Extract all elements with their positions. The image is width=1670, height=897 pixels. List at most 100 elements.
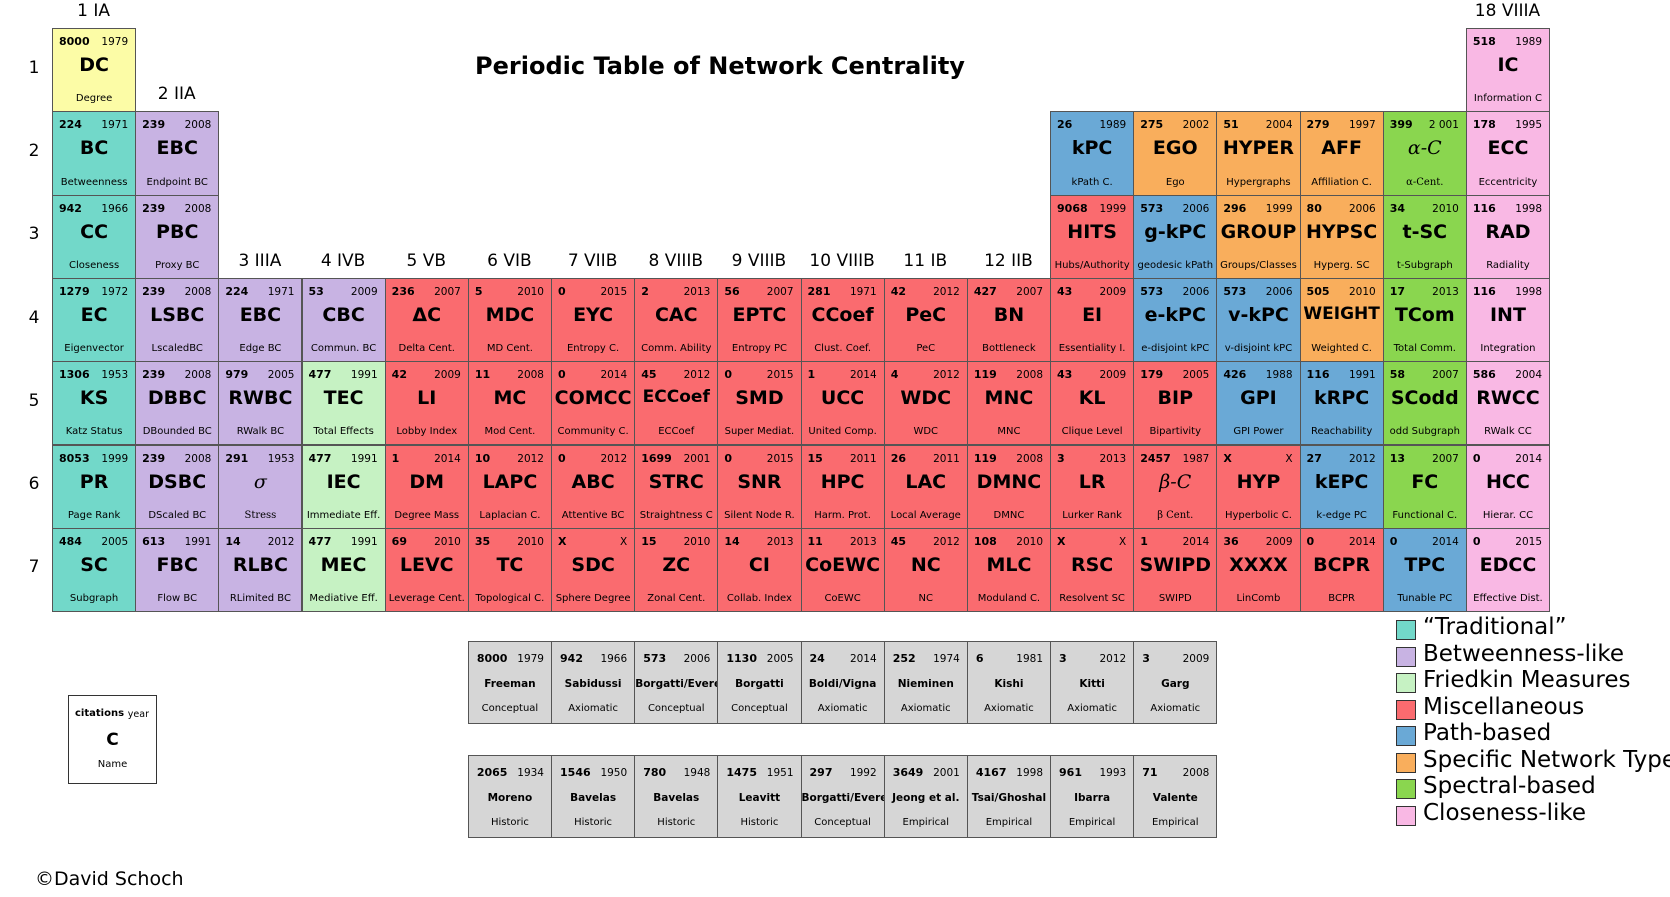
element-name: Delta Cent.	[398, 343, 455, 355]
element-symbol: LAPC	[482, 470, 538, 493]
citation-count: 17	[1389, 284, 1406, 298]
element-cell-SCodd: 58 2007 SCodd odd Subgraph	[1382, 361, 1467, 446]
element-cell-EBC: 239 2008 EBC Endpoint BC	[135, 111, 220, 196]
citation-count: 4	[890, 368, 899, 382]
citation-count: 27	[1306, 451, 1322, 465]
group-label: 12 IIB	[984, 250, 1033, 271]
reference-author: Bavelas	[570, 792, 617, 804]
element-cell-UCC: 1 2014 UCC United Comp.	[800, 361, 885, 446]
element-name: Closeness	[69, 259, 120, 271]
element-name: Page Rank	[67, 509, 121, 521]
element-cell-DC: 8000 1979 DC Degree	[52, 28, 137, 113]
element-symbol: EBC	[239, 303, 282, 326]
citation-count: 399	[1389, 118, 1413, 132]
reference-cell: 1475 1951 Leavitt Historic	[717, 755, 802, 838]
group-label: 2 IIA	[157, 84, 196, 105]
element-cell-GPI: 426 1988 GPI GPI Power	[1216, 361, 1301, 446]
element-cell-HCC: 0 2014 HCC Hierar. CC	[1465, 444, 1551, 529]
reference-citations: 3	[1142, 652, 1150, 665]
element-name: MD Cent.	[486, 343, 533, 355]
element-name: geodesic kPath	[1137, 259, 1214, 271]
element-cell-e-kPC: 573 2006 e-kPC e-disjoint kPC	[1133, 277, 1218, 363]
reference-type: Conceptual	[481, 703, 539, 714]
group-label: 1 IA	[77, 1, 111, 21]
reference-author: Jeong et al.	[892, 792, 960, 804]
publication-year: 2008	[184, 452, 212, 465]
publication-year: 1998	[1515, 202, 1543, 215]
element-symbol: BIP	[1157, 387, 1194, 410]
element-name: Flow BC	[157, 593, 198, 605]
element-name: RWalk BC	[236, 426, 285, 438]
publication-year: 2005	[1182, 369, 1210, 382]
element-name: Betweenness	[60, 176, 128, 188]
element-name: Entropy C.	[566, 343, 620, 355]
element-name: Groups/Classes	[1220, 259, 1297, 271]
element-cell-β-C: 2457 1987 β-C β Cent.	[1133, 444, 1218, 529]
citation-count: 26	[890, 451, 906, 465]
reference-year: 2009	[1182, 653, 1210, 665]
citation-count: 224	[225, 284, 249, 298]
publication-year: 1991	[184, 535, 212, 548]
citation-count: 0	[1472, 451, 1481, 465]
element-symbol: LR	[1078, 470, 1106, 493]
element-cell-HYPER: 51 2004 HYPER Hypergraphs	[1216, 111, 1301, 196]
element-symbol: XXXX	[1229, 553, 1288, 576]
element-symbol: WEIGHT	[1303, 303, 1380, 324]
publication-year: 2 001	[1428, 119, 1459, 132]
element-symbol: σ	[253, 470, 267, 493]
reference-type: Axiomatic	[984, 703, 1034, 714]
element-symbol: KS	[79, 387, 109, 410]
element-symbol: AFF	[1321, 137, 1362, 160]
reference-type: Axiomatic	[1067, 703, 1117, 714]
element-name: United Comp.	[808, 426, 877, 438]
element-name: Leverage Cent.	[388, 593, 465, 605]
element-symbol: WDC	[900, 387, 952, 410]
reference-year: 2005	[766, 653, 794, 665]
element-name: Eccentricity	[1478, 176, 1538, 188]
reference-year: 1992	[849, 767, 877, 779]
legend-label: Miscellaneous	[1423, 693, 1585, 720]
element-symbol: STRC	[648, 470, 704, 493]
element-symbol: CI	[748, 553, 770, 576]
legend-label: Friedkin Measures	[1423, 667, 1631, 693]
element-cell-COMCC: 0 2014 COMCC Community C.	[551, 361, 636, 446]
publication-year: 2010	[517, 535, 544, 548]
publication-year: 1995	[1515, 119, 1543, 132]
element-cell-SNR: 0 2015 SNR Silent Node R.	[717, 444, 802, 529]
element-cell-RSC: X X RSC Resolvent SC	[1050, 527, 1135, 613]
element-symbol: EYC	[573, 303, 614, 326]
citation-count: 979	[225, 368, 249, 382]
element-symbol: LI	[417, 387, 437, 410]
publication-year: 1953	[101, 369, 129, 382]
element-symbol: RAD	[1485, 220, 1531, 243]
publication-year: 1998	[1515, 285, 1543, 298]
publication-year: 2010	[434, 535, 461, 548]
publication-year: 2006	[1265, 285, 1293, 298]
element-cell-ZC: 15 2010 ZC Zonal Cent.	[634, 527, 719, 613]
element-cell-ECCoef: 45 2012 ECCoef ECCoef	[634, 361, 719, 446]
publication-year: 1953	[267, 452, 295, 465]
publication-year: 2011	[849, 452, 877, 465]
reference-year: 2012	[1099, 653, 1127, 665]
element-cell-IC: 518 1989 IC Information C	[1465, 28, 1551, 113]
element-cell-CC: 942 1966 CC Closeness	[52, 194, 137, 279]
element-symbol: CBC	[322, 303, 365, 326]
publication-year: 2015	[600, 285, 628, 298]
element-cell-AFF: 279 1997 AFF Affiliation C.	[1299, 111, 1384, 196]
element-symbol: DM	[409, 470, 445, 493]
element-cell-EYC: 0 2015 EYC Entropy C.	[551, 277, 636, 363]
element-symbol: GROUP	[1220, 220, 1297, 243]
reference-author: Ibarra	[1074, 792, 1111, 804]
element-name: odd Subgraph	[1389, 426, 1460, 438]
element-symbol: LAC	[905, 470, 947, 493]
reference-author: Kitti	[1079, 678, 1105, 690]
element-cell-EBC: 224 1971 EBC Edge BC	[218, 277, 303, 363]
group-label: 8 VIIIB	[648, 250, 704, 271]
publication-year: 2002	[1182, 119, 1210, 132]
publication-year: 2009	[1099, 285, 1127, 298]
reference-type: Axiomatic	[817, 703, 868, 714]
element-symbol: RSC	[1070, 553, 1114, 576]
reference-citations: 780	[643, 766, 667, 779]
element-cell-IEC: 477 1991 IEC Immediate Eff.	[301, 444, 386, 529]
reference-cell: 780 1948 Bavelas Historic	[634, 755, 719, 838]
